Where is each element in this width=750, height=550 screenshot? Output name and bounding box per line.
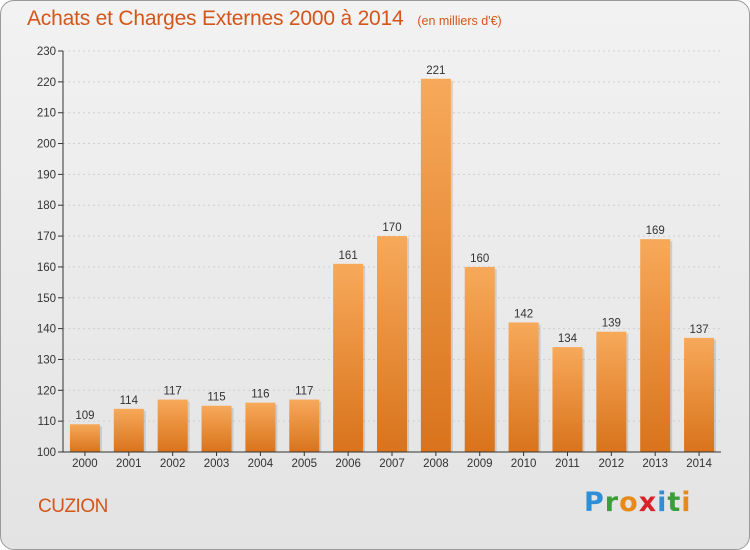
data-label: 117	[295, 386, 313, 398]
data-label: 160	[470, 253, 489, 265]
y-tick-label: 220	[37, 77, 56, 89]
y-tick-label: 200	[37, 139, 56, 151]
bar-2004	[245, 402, 276, 452]
commune-name: CUZION	[38, 496, 108, 517]
bar-2003	[201, 405, 232, 452]
data-label: 109	[75, 410, 94, 422]
x-tick-label: 2012	[599, 458, 625, 470]
x-tick-label: 2000	[72, 458, 98, 470]
y-tick-label: 230	[37, 46, 56, 58]
x-tick-label: 2001	[116, 458, 142, 470]
x-tick-label: 2011	[555, 458, 580, 470]
bar-2010	[508, 322, 539, 452]
data-label: 221	[426, 65, 445, 77]
proxiti-logo: Proxiti	[584, 487, 692, 518]
y-tick-label: 170	[37, 231, 56, 243]
y-tick-label: 190	[37, 169, 56, 181]
bar-2007	[377, 236, 407, 452]
x-tick-label: 2005	[291, 458, 317, 470]
bar-2001	[113, 408, 144, 452]
x-tick-label: 2002	[160, 458, 186, 470]
bar-2006	[333, 263, 364, 452]
bar-2002	[157, 399, 188, 452]
unit-text: (en milliers d'€)	[417, 14, 502, 28]
data-label: 115	[207, 392, 225, 404]
x-tick-label: 2014	[686, 458, 712, 470]
x-tick-label: 2008	[423, 458, 449, 470]
x-tick-label: 2007	[379, 458, 405, 470]
data-label: 117	[163, 386, 181, 398]
bar-2005	[289, 399, 320, 452]
data-label: 114	[120, 395, 139, 407]
x-tick-label: 2013	[642, 458, 668, 470]
y-tick-label: 120	[37, 385, 56, 397]
y-tick-label: 180	[37, 200, 56, 212]
data-label: 170	[382, 222, 401, 234]
x-tick-label: 2003	[204, 458, 230, 470]
bar-2008	[420, 78, 451, 452]
bar-2013	[640, 239, 671, 452]
bar-2009	[464, 266, 495, 452]
data-label: 137	[689, 324, 708, 336]
y-tick-label: 140	[37, 324, 56, 336]
data-label: 116	[251, 389, 269, 401]
x-tick-label: 2006	[335, 458, 361, 470]
bar-2011	[552, 347, 583, 452]
x-tick-label: 2004	[248, 458, 274, 470]
y-tick-label: 130	[37, 354, 56, 366]
bar-2014	[684, 337, 715, 452]
title-text: Achats et Charges Externes 2000 à 2014	[27, 7, 404, 30]
data-label: 169	[646, 225, 665, 237]
y-tick-label: 160	[37, 262, 56, 274]
x-tick-label: 2009	[467, 458, 493, 470]
data-label: 139	[602, 318, 621, 330]
data-label: 161	[339, 250, 358, 262]
bar-2000	[69, 424, 100, 452]
y-tick-label: 150	[37, 293, 56, 305]
bar-2012	[596, 331, 627, 452]
data-label: 134	[558, 333, 578, 345]
data-label: 142	[514, 308, 533, 320]
y-tick-label: 110	[38, 416, 56, 428]
chart-title: Achats et Charges Externes 2000 à 2014 (…	[27, 7, 502, 31]
y-tick-label: 210	[37, 108, 56, 120]
y-tick-label: 100	[37, 447, 56, 459]
x-tick-label: 2010	[511, 458, 537, 470]
